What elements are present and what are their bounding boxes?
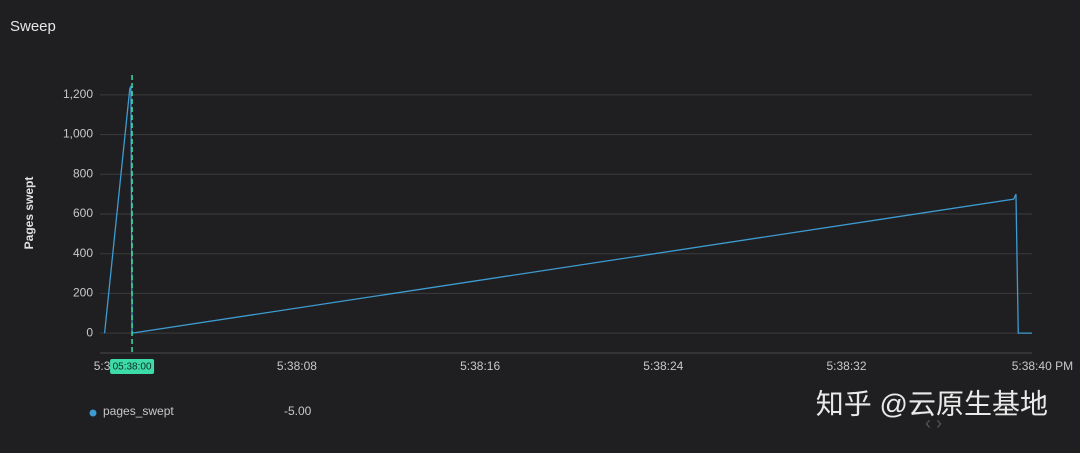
nav-arrows[interactable]: ‹ › bbox=[925, 413, 942, 433]
y-tick-label: 0 bbox=[86, 325, 93, 339]
cursor-label: 05:38:00 bbox=[113, 362, 152, 373]
x-tick-label: 5:38:08 bbox=[277, 359, 317, 373]
y-tick-label: 800 bbox=[73, 166, 93, 180]
y-axis-label: Pages swept bbox=[22, 177, 36, 250]
chart-title: Sweep bbox=[10, 18, 56, 35]
x-tick-label: 5:38:16 bbox=[460, 359, 500, 373]
watermark: 知乎 @云原生基地 bbox=[816, 388, 1048, 419]
y-tick-label: 200 bbox=[73, 286, 93, 300]
y-tick-label: 400 bbox=[73, 246, 93, 260]
y-tick-label: 1,000 bbox=[63, 127, 93, 141]
x-tick-label: 5:38:40 PM bbox=[1012, 359, 1073, 373]
x-tick-label: 5:38:32 bbox=[826, 359, 866, 373]
legend-label: pages_swept bbox=[103, 404, 174, 418]
cursor-label-bg bbox=[110, 359, 155, 374]
x-tick-label: 5:38:24 bbox=[643, 359, 683, 373]
legend-value: -5.00 bbox=[284, 404, 312, 418]
data-line bbox=[103, 85, 1032, 334]
y-tick-label: 600 bbox=[73, 206, 93, 220]
legend-marker bbox=[89, 409, 97, 417]
y-tick-label: 1,200 bbox=[63, 87, 93, 101]
